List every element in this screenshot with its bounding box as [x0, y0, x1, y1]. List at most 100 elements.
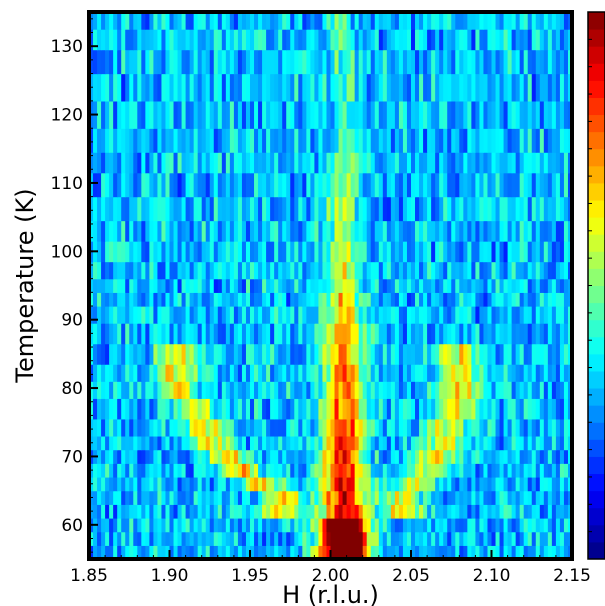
heatmap-cell	[133, 261, 138, 280]
heatmap-cell	[358, 449, 364, 464]
heatmap-cell	[519, 476, 525, 492]
heatmap-cell	[402, 504, 408, 519]
heatmap-cell	[270, 241, 275, 263]
heatmap-cell	[217, 306, 223, 324]
heatmap-cell	[270, 12, 275, 30]
heatmap-cell	[503, 128, 509, 153]
heatmap-cell	[382, 490, 388, 505]
heatmap-cell	[181, 220, 187, 242]
heatmap-cell	[463, 463, 468, 478]
heatmap-cell	[121, 435, 126, 451]
heatmap-cell	[318, 73, 324, 102]
heatmap-cell	[282, 418, 287, 437]
heatmap-cell	[378, 490, 384, 505]
heatmap-cell	[415, 152, 420, 174]
heatmap-cell	[334, 220, 340, 242]
heatmap-cell	[342, 261, 348, 280]
heatmap-cell	[262, 323, 267, 345]
heatmap-cell	[382, 12, 388, 30]
heatmap-cell	[141, 517, 146, 533]
heatmap-cell	[527, 323, 533, 345]
heatmap-cell	[185, 172, 191, 198]
heatmap-cell	[350, 241, 356, 263]
heatmap-cell	[149, 504, 154, 519]
heatmap-cell	[483, 449, 489, 464]
heatmap-cell	[250, 49, 255, 75]
heatmap-cell	[233, 241, 239, 263]
heatmap-cell	[233, 398, 239, 420]
heatmap-cell	[97, 364, 102, 382]
heatmap-cell	[258, 323, 263, 345]
heatmap-cell	[451, 398, 456, 420]
heatmap-cell	[129, 504, 134, 519]
heatmap-cell	[217, 463, 223, 478]
heatmap-cell	[129, 517, 134, 533]
heatmap-cell	[322, 306, 328, 324]
heatmap-cell	[109, 545, 114, 560]
heatmap-cell	[439, 398, 444, 420]
heatmap-cell	[507, 463, 513, 478]
heatmap-cell	[402, 100, 408, 129]
heatmap-cell	[201, 49, 207, 75]
heatmap-cell	[382, 73, 388, 102]
heatmap-cell	[330, 100, 336, 129]
heatmap-cell	[237, 323, 243, 345]
heatmap-cell	[145, 490, 150, 505]
heatmap-cell	[423, 476, 428, 492]
heatmap-cell	[290, 476, 295, 492]
heatmap-cell	[499, 29, 505, 51]
heatmap-cell	[443, 364, 448, 382]
heatmap-cell	[113, 545, 118, 560]
heatmap-cell	[205, 398, 211, 420]
heatmap-cell	[270, 418, 275, 437]
heatmap-cell	[314, 364, 320, 382]
heatmap-cell	[491, 364, 497, 382]
heatmap-cell	[531, 435, 537, 451]
heatmap-cell	[322, 12, 328, 30]
heatmap-cell	[161, 128, 167, 153]
heatmap-cell	[286, 476, 291, 492]
heatmap-cell	[459, 504, 464, 519]
heatmap-cell	[386, 128, 392, 153]
heatmap-cell	[415, 241, 420, 263]
heatmap-cell	[515, 128, 521, 153]
heatmap-cell	[282, 73, 287, 102]
heatmap-cell	[547, 278, 553, 293]
heatmap-cell	[278, 490, 283, 505]
heatmap-cell	[245, 343, 251, 365]
heatmap-cell	[378, 381, 384, 399]
heatmap-cell	[193, 172, 199, 198]
heatmap-cell	[201, 545, 207, 560]
heatmap-cell	[245, 292, 251, 307]
heatmap-cell	[133, 531, 138, 546]
heatmap-cell	[451, 292, 456, 307]
heatmap-cell	[555, 12, 561, 30]
heatmap-cell	[245, 12, 251, 30]
heatmap-cell	[354, 435, 360, 451]
heatmap-cell	[205, 220, 211, 242]
heatmap-cell	[463, 343, 468, 365]
heatmap-cell	[326, 398, 332, 420]
heatmap-cell	[519, 504, 525, 519]
heatmap-cell	[314, 476, 320, 492]
heatmap-cell	[306, 196, 311, 222]
heatmap-cell	[419, 152, 424, 174]
heatmap-cell	[334, 323, 340, 345]
heatmap-cell	[330, 261, 336, 280]
heatmap-cell	[282, 517, 287, 533]
heatmap-cell	[258, 220, 263, 242]
heatmap-cell	[511, 463, 517, 478]
heatmap-cell	[173, 476, 179, 492]
heatmap-cell	[133, 435, 138, 451]
heatmap-cell	[495, 343, 501, 365]
heatmap-cell	[125, 29, 130, 51]
heatmap-cell	[310, 531, 315, 546]
heatmap-cell	[326, 12, 332, 30]
heatmap-cell	[447, 504, 452, 519]
heatmap-cell	[555, 531, 561, 546]
heatmap-cell	[467, 12, 472, 30]
heatmap-cell	[346, 463, 352, 478]
heatmap-cell	[306, 152, 311, 174]
heatmap-cell	[189, 545, 195, 560]
heatmap-cell	[390, 128, 396, 153]
